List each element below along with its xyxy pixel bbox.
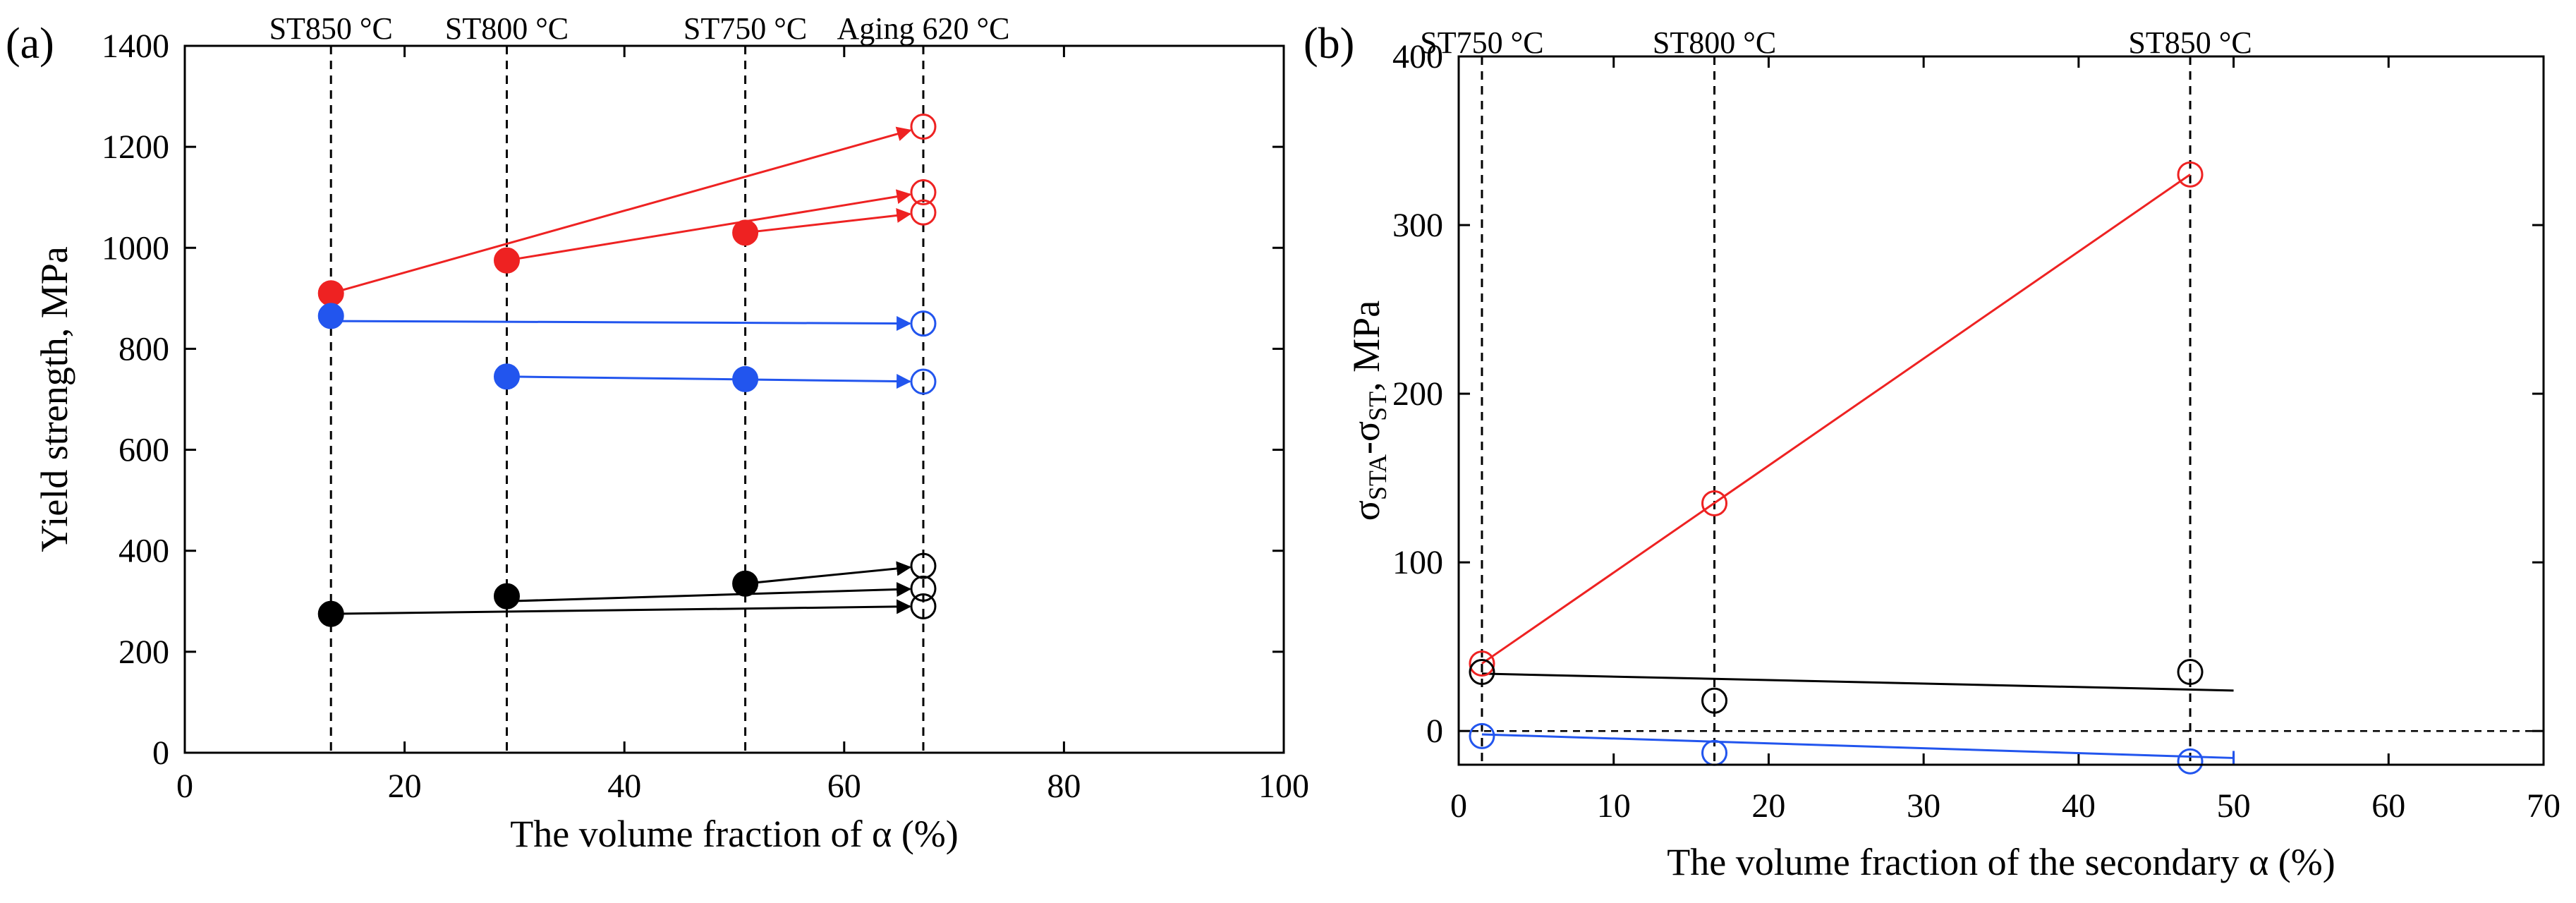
data-point-blue-open	[2177, 748, 2204, 775]
data-point-black-open	[2177, 659, 2204, 686]
arrow-black	[506, 582, 912, 602]
y-tick-label: 100	[1392, 544, 1443, 581]
data-point-blue-open	[1469, 722, 1495, 749]
panel-a-vlines: ST850 °C ST800 °C ST750 °C Aging 620 °C	[269, 11, 1009, 753]
y-tick-label: 1400	[102, 28, 169, 65]
y-title-sub-sta: STA	[1363, 454, 1392, 500]
data-point-blue-open	[910, 310, 937, 337]
x-tick-label: 0	[1450, 787, 1467, 825]
y-title-sigma-1: σ	[1345, 500, 1387, 521]
vline-label: ST750 °C	[1420, 25, 1543, 60]
data-point-red-open	[1469, 650, 1495, 677]
arrow-black	[331, 599, 912, 615]
data-point-red-filled	[732, 219, 759, 246]
data-point-red-open	[910, 199, 937, 226]
data-point-red-filled	[493, 247, 520, 274]
x-tick-label: 20	[388, 768, 422, 805]
y-tick-label: 400	[1392, 38, 1443, 75]
data-point-red-open	[910, 114, 937, 140]
vline-label: ST800 °C	[1653, 25, 1776, 60]
vline-label: ST800 °C	[445, 11, 569, 46]
arrow-black	[745, 561, 912, 585]
data-point-black-filled	[493, 583, 520, 610]
panel-b-plot-frame	[1457, 55, 2545, 766]
data-point-red-open	[1701, 490, 1728, 516]
panel-a-arrows	[330, 126, 912, 615]
x-tick-label: 80	[1047, 768, 1081, 805]
data-point-blue-filled	[732, 365, 759, 392]
panel-b-label: (b)	[1304, 20, 1354, 68]
arrow-red	[745, 208, 912, 234]
x-tick-label: 40	[607, 768, 641, 805]
panel-a-y-axis-title: Yield strength, MPa	[33, 246, 75, 552]
x-tick-label: 40	[2062, 787, 2096, 825]
x-tick-label: 0	[176, 768, 193, 805]
data-point-red-open	[2177, 161, 2204, 188]
data-point-blue-filled	[317, 303, 344, 329]
arrow-red	[506, 189, 912, 262]
vline-label: ST750 °C	[684, 11, 807, 46]
data-point-blue-filled	[493, 363, 520, 390]
panel-a-x-axis-title: The volume fraction of α (%)	[510, 813, 959, 855]
arrow-blue	[331, 315, 912, 331]
x-tick-label: 70	[2527, 787, 2560, 825]
y-tick-label: 0	[152, 734, 169, 772]
x-tick-label: 10	[1597, 787, 1631, 825]
y-tick-label: 0	[1426, 713, 1443, 750]
data-point-black-open	[910, 552, 937, 579]
data-point-black-open	[1469, 659, 1495, 686]
y-title-sub-st: ST	[1363, 392, 1392, 421]
fit-line-blue	[1481, 733, 2234, 759]
vline-label: ST850 °C	[269, 11, 393, 46]
y-tick-label: 800	[119, 330, 169, 368]
y-tick-label: 300	[1392, 207, 1443, 244]
data-point-blue-open	[910, 368, 937, 395]
panel-b-fit-lines	[1481, 174, 2235, 765]
x-tick-label: 50	[2217, 787, 2251, 825]
arrow-red	[330, 126, 912, 295]
fit-line-black	[1481, 672, 2234, 692]
panel-a-label: (a)	[6, 20, 54, 68]
panel-b-y-axis-title: σSTA-σST, MPa	[1345, 301, 1392, 521]
panel-b-vlines: ST750 °C ST800 °C ST850 °C	[1420, 25, 2252, 765]
y-tick-label: 200	[119, 634, 169, 671]
data-point-red-open	[910, 179, 937, 206]
y-title-unit: , MPa	[1345, 301, 1387, 392]
y-tick-label: 1000	[102, 229, 169, 267]
y-tick-label: 400	[119, 533, 169, 570]
x-tick-label: 60	[827, 768, 861, 805]
vline-label: Aging 620 °C	[837, 11, 1009, 46]
panel-b-ticks: 0 10 20 30 40 50 60 70 0 100 200 300 400	[1392, 38, 2560, 825]
panel-b-x-axis-title: The volume fraction of the secondary α (…	[1667, 841, 2335, 883]
x-tick-label: 60	[2371, 787, 2405, 825]
x-tick-label: 30	[1907, 787, 1940, 825]
panel-b: (b) 0 10 20 30 40 50 60 70 0 100 200 300 400 ST750 °…	[1304, 20, 2560, 883]
y-tick-label: 600	[119, 432, 169, 469]
data-point-black-open	[910, 575, 937, 602]
panel-a: (a) 0 20 40 60 80 100020040060080010001200140…	[6, 11, 1309, 855]
panel-b-points	[1469, 161, 2204, 775]
data-point-black-open	[1701, 687, 1728, 714]
y-tick-label: 1200	[102, 128, 169, 166]
y-tick-label: 200	[1392, 375, 1443, 413]
data-point-black-filled	[317, 600, 344, 627]
x-tick-label: 20	[1751, 787, 1785, 825]
panel-a-points	[317, 114, 937, 627]
x-tick-label: 100	[1258, 768, 1309, 805]
data-point-black-filled	[732, 570, 759, 597]
y-title-minus-sigma: -σ	[1345, 421, 1387, 454]
arrow-blue	[506, 373, 912, 389]
data-point-red-filled	[317, 280, 344, 307]
fit-line-red	[1481, 174, 2191, 665]
panel-a-plot-frame	[183, 44, 1285, 754]
data-point-black-open	[910, 593, 937, 619]
vline-label: ST850 °C	[2128, 25, 2252, 60]
